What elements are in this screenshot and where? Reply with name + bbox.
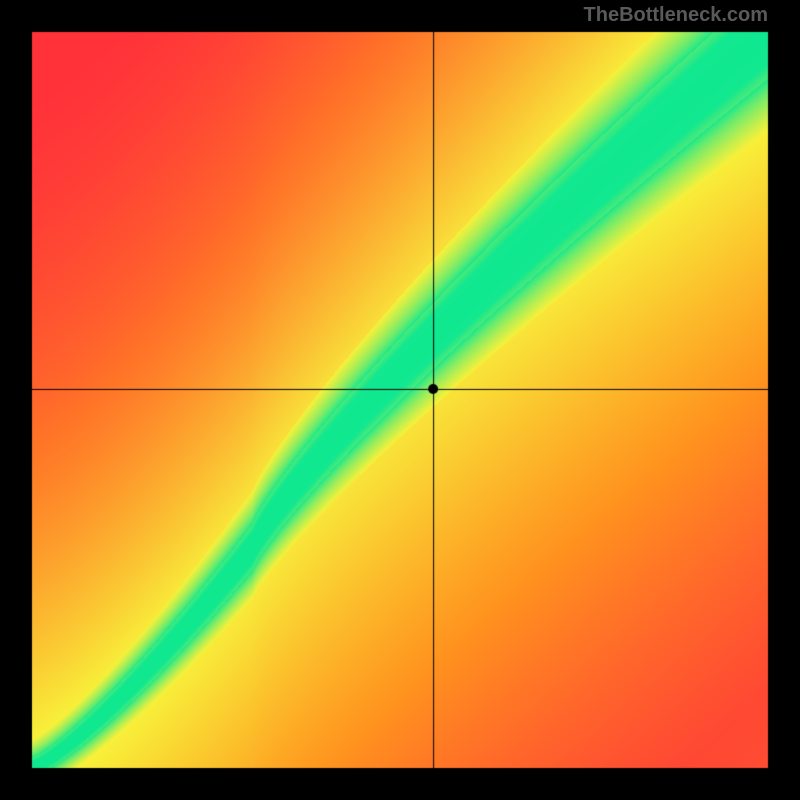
watermark-text: TheBottleneck.com	[584, 4, 768, 27]
heatmap-canvas	[0, 0, 800, 800]
root: TheBottleneck.com	[0, 0, 800, 800]
